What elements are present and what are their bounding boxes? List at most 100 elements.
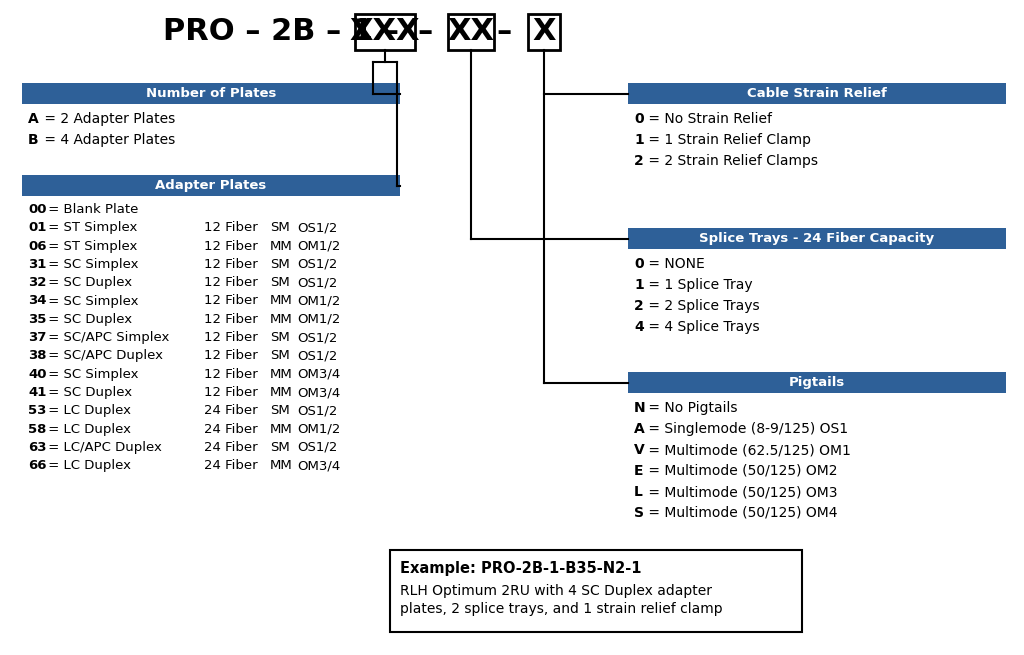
Text: = SC Simplex: = SC Simplex	[44, 258, 138, 271]
Text: Example: PRO-2B-1-B35-N2-1: Example: PRO-2B-1-B35-N2-1	[400, 561, 641, 576]
Text: = SC Duplex: = SC Duplex	[44, 313, 132, 326]
Text: 2: 2	[634, 154, 644, 168]
Text: = 2 Strain Relief Clamps: = 2 Strain Relief Clamps	[644, 154, 818, 168]
Text: XXX: XXX	[350, 18, 420, 47]
Text: = LC Duplex: = LC Duplex	[44, 404, 131, 417]
Text: 53: 53	[28, 404, 46, 417]
Text: 66: 66	[28, 459, 46, 472]
Text: = LC Duplex: = LC Duplex	[44, 459, 131, 472]
Text: OM1/2: OM1/2	[297, 240, 340, 253]
Text: OS1/2: OS1/2	[297, 276, 337, 290]
Text: = SC Simplex: = SC Simplex	[44, 295, 138, 307]
Text: = No Pigtails: = No Pigtails	[644, 401, 737, 415]
Text: X: X	[532, 18, 556, 47]
Text: = ST Simplex: = ST Simplex	[44, 221, 137, 234]
Text: 12 Fiber: 12 Fiber	[204, 331, 258, 344]
Text: 0: 0	[634, 112, 644, 126]
Bar	[528, 14, 560, 50]
Bar	[390, 550, 802, 632]
Text: 32: 32	[28, 276, 46, 290]
Text: 1: 1	[634, 133, 644, 147]
Text: OS1/2: OS1/2	[297, 404, 337, 417]
Text: MM: MM	[270, 295, 293, 307]
Bar	[22, 83, 400, 104]
Text: 12 Fiber: 12 Fiber	[204, 295, 258, 307]
Text: = 1 Strain Relief Clamp: = 1 Strain Relief Clamp	[644, 133, 811, 147]
Text: A: A	[634, 422, 645, 436]
Bar	[355, 14, 415, 50]
Text: 12 Fiber: 12 Fiber	[204, 349, 258, 362]
Text: = 4 Splice Trays: = 4 Splice Trays	[644, 320, 760, 334]
Text: SM: SM	[270, 441, 290, 454]
Text: V: V	[634, 443, 645, 457]
Text: = NONE: = NONE	[644, 257, 705, 271]
Text: = Singlemode (8-9/125) OS1: = Singlemode (8-9/125) OS1	[644, 422, 848, 436]
Text: OM1/2: OM1/2	[297, 313, 340, 326]
Text: A: A	[28, 112, 39, 126]
Text: MM: MM	[270, 367, 293, 381]
Bar	[22, 175, 400, 196]
Bar	[628, 83, 1006, 104]
Text: SM: SM	[270, 404, 290, 417]
Text: 24 Fiber: 24 Fiber	[204, 441, 258, 454]
Text: SM: SM	[270, 331, 290, 344]
Text: MM: MM	[270, 386, 293, 399]
Text: Number of Plates: Number of Plates	[145, 87, 276, 100]
Text: 01: 01	[28, 221, 46, 234]
Text: 2: 2	[634, 299, 644, 313]
Text: OS1/2: OS1/2	[297, 331, 337, 344]
Text: = 2 Splice Trays: = 2 Splice Trays	[644, 299, 760, 313]
Text: = No Strain Relief: = No Strain Relief	[644, 112, 772, 126]
Text: –: –	[417, 18, 432, 47]
Text: 24 Fiber: 24 Fiber	[204, 422, 258, 436]
Text: PRO – 2B – 1 –: PRO – 2B – 1 –	[163, 18, 399, 47]
Text: 34: 34	[28, 295, 46, 307]
Text: 1: 1	[634, 278, 644, 292]
Text: OS1/2: OS1/2	[297, 221, 337, 234]
Text: 63: 63	[28, 441, 46, 454]
Text: SM: SM	[270, 258, 290, 271]
Text: Splice Trays - 24 Fiber Capacity: Splice Trays - 24 Fiber Capacity	[699, 232, 935, 245]
Bar	[628, 228, 1006, 249]
Text: 24 Fiber: 24 Fiber	[204, 404, 258, 417]
Text: = LC Duplex: = LC Duplex	[44, 422, 131, 436]
Text: 4: 4	[634, 320, 644, 334]
Text: OS1/2: OS1/2	[297, 441, 337, 454]
Text: 41: 41	[28, 386, 46, 399]
Text: 40: 40	[28, 367, 46, 381]
Text: E: E	[634, 464, 643, 478]
Text: XX: XX	[447, 18, 495, 47]
Text: = 4 Adapter Plates: = 4 Adapter Plates	[40, 133, 175, 147]
Text: 58: 58	[28, 422, 46, 436]
Text: 35: 35	[28, 313, 46, 326]
Text: Cable Strain Relief: Cable Strain Relief	[748, 87, 887, 100]
Text: 12 Fiber: 12 Fiber	[204, 367, 258, 381]
Text: OS1/2: OS1/2	[297, 258, 337, 271]
Text: 00: 00	[28, 203, 46, 216]
Text: Adapter Plates: Adapter Plates	[156, 179, 266, 192]
Text: 12 Fiber: 12 Fiber	[204, 240, 258, 253]
Bar	[449, 14, 494, 50]
Text: = Blank Plate: = Blank Plate	[44, 203, 138, 216]
Text: MM: MM	[270, 313, 293, 326]
Text: SM: SM	[270, 276, 290, 290]
Text: = SC/APC Duplex: = SC/APC Duplex	[44, 349, 163, 362]
Text: B: B	[28, 133, 39, 147]
Text: MM: MM	[270, 240, 293, 253]
Text: N: N	[634, 401, 645, 415]
Text: 12 Fiber: 12 Fiber	[204, 258, 258, 271]
Text: OM3/4: OM3/4	[297, 459, 340, 472]
Text: 37: 37	[28, 331, 46, 344]
Text: SM: SM	[270, 349, 290, 362]
Text: 31: 31	[28, 258, 46, 271]
Text: S: S	[634, 506, 644, 520]
Text: L: L	[634, 485, 643, 499]
Text: OM1/2: OM1/2	[297, 422, 340, 436]
Text: = SC Duplex: = SC Duplex	[44, 276, 132, 290]
Text: Pigtails: Pigtails	[788, 376, 845, 389]
Text: 12 Fiber: 12 Fiber	[204, 313, 258, 326]
Text: = SC Simplex: = SC Simplex	[44, 367, 138, 381]
Text: 0: 0	[634, 257, 644, 271]
Bar	[628, 372, 1006, 393]
Text: OM1/2: OM1/2	[297, 295, 340, 307]
